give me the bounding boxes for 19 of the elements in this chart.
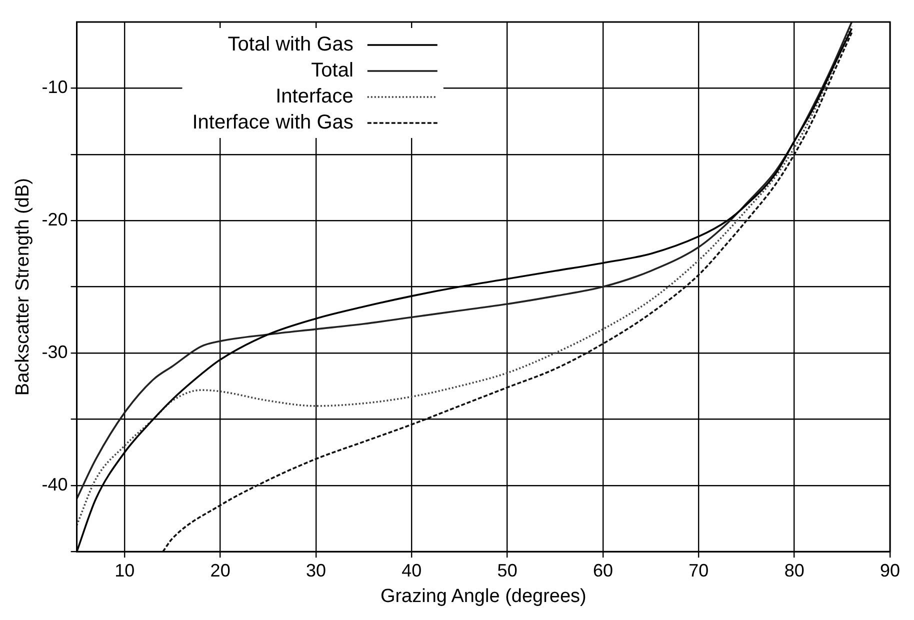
x-tick-label: 50 (497, 560, 518, 580)
x-tick-label: 20 (210, 560, 230, 580)
x-tick-label: 70 (688, 560, 709, 580)
legend-label: Interface (276, 86, 354, 108)
x-tick-label: 80 (784, 560, 804, 580)
x-tick-label: 90 (880, 560, 900, 580)
x-axis-title: Grazing Angle (degrees) (380, 586, 586, 607)
x-tick-label: 10 (114, 560, 135, 580)
y-tick-label: -30 (42, 342, 68, 362)
x-tick-label: 60 (592, 560, 614, 580)
x-tick-label: 40 (402, 560, 422, 580)
legend-label: Interface with Gas (192, 112, 354, 134)
legend-label: Total (311, 60, 354, 82)
y-tick-label: -40 (42, 474, 68, 494)
legend-label: Total with Gas (228, 34, 354, 56)
y-tick-label: -20 (42, 210, 68, 230)
y-axis-title: Backscatter Strength (dB) (12, 178, 34, 396)
y-tick-label: -10 (42, 77, 68, 98)
x-tick-label: 30 (306, 560, 326, 580)
